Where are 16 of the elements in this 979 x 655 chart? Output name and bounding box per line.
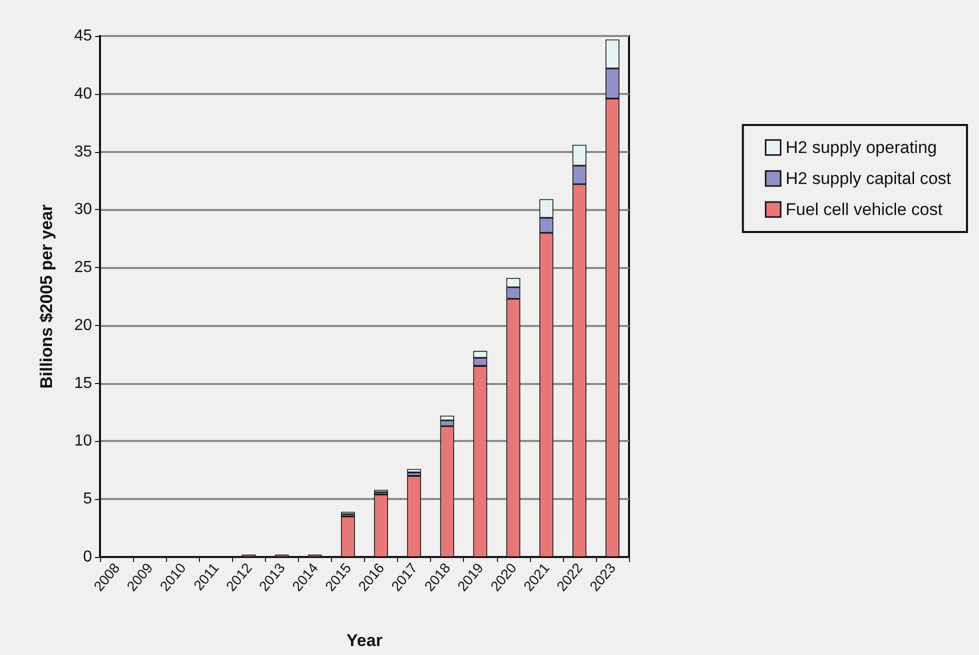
- legend-label: H2 supply operating: [786, 138, 937, 157]
- legend-label: H2 supply capital cost: [786, 169, 952, 188]
- y-tick-label: 40: [74, 85, 92, 102]
- y-tick-label: 10: [74, 432, 92, 450]
- y-tick-label: 20: [74, 316, 92, 334]
- y-axis-title: Billions $2005 per year: [37, 204, 56, 389]
- y-tick-label: 25: [74, 259, 92, 276]
- legend-label: Fuel cell vehicle cost: [786, 200, 943, 219]
- y-tick-label: 15: [74, 374, 92, 392]
- y-tick-label: 35: [74, 143, 92, 160]
- x-axis-title: Year: [346, 631, 383, 650]
- y-tick-label: 30: [74, 201, 92, 218]
- y-tick-label: 5: [83, 490, 92, 508]
- y-tick-label: 0: [83, 548, 92, 566]
- bar: [407, 469, 422, 472]
- y-tick-label: 45: [74, 28, 92, 44]
